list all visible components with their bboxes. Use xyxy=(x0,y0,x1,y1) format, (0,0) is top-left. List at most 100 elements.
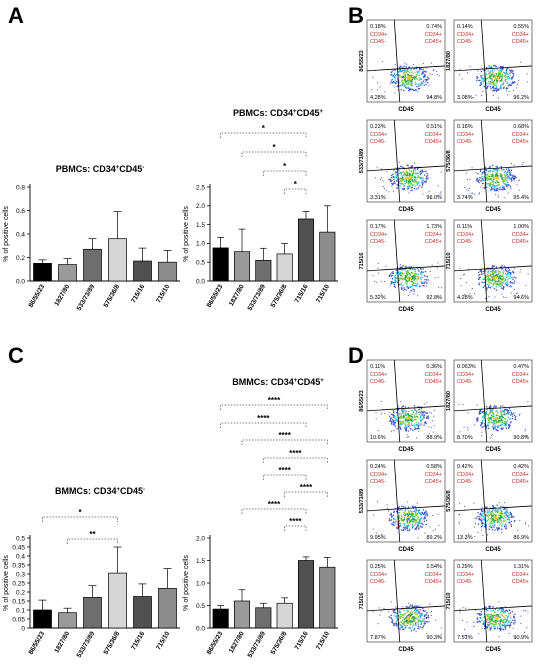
event-dot xyxy=(488,184,490,186)
event-dot xyxy=(505,68,508,70)
event-dot xyxy=(508,632,510,634)
event-dot xyxy=(497,528,499,531)
quadrant-q4-value: 96.2% xyxy=(513,95,529,101)
quadrant-q2-label: CD45+ xyxy=(512,379,529,385)
event-dot xyxy=(402,415,405,417)
significance-label: * xyxy=(262,124,266,133)
event-dot xyxy=(494,296,496,298)
event-dot xyxy=(411,524,413,526)
event-dot xyxy=(489,616,491,618)
event-dot xyxy=(390,82,392,84)
event-dot xyxy=(465,607,467,609)
event-dot xyxy=(500,513,502,515)
event-dot xyxy=(402,628,404,630)
event-dot xyxy=(476,617,479,619)
event-dot xyxy=(409,414,411,417)
event-dot xyxy=(510,273,512,275)
event-dot xyxy=(488,284,490,286)
event-dot xyxy=(502,179,505,182)
event-dot xyxy=(497,168,500,170)
event-dot xyxy=(519,271,521,273)
event-dot xyxy=(484,523,486,526)
event-dot xyxy=(508,426,510,429)
event-dot xyxy=(437,296,439,298)
event-dot xyxy=(396,276,399,279)
event-dot xyxy=(480,273,483,275)
event-dot xyxy=(485,620,487,622)
event-dot xyxy=(420,612,423,615)
event-dot xyxy=(411,81,413,83)
event-dot xyxy=(423,75,425,78)
y-tick-label: 0.25 xyxy=(12,580,25,587)
event-dot xyxy=(489,67,491,69)
event-dot xyxy=(424,512,427,514)
event-dot xyxy=(503,188,506,190)
event-dot xyxy=(402,174,404,177)
quadrant-q2-value: 0.55% xyxy=(513,24,529,30)
event-dot xyxy=(397,275,400,277)
event-dot xyxy=(425,519,428,522)
event-dot xyxy=(416,622,418,624)
event-dot xyxy=(486,289,488,291)
event-dot xyxy=(488,617,491,620)
event-dot xyxy=(408,177,410,180)
event-dot xyxy=(392,414,395,416)
event-dot xyxy=(500,618,502,621)
event-dot xyxy=(524,522,526,524)
event-dot xyxy=(400,284,402,286)
event-dot xyxy=(483,422,485,424)
event-dot xyxy=(493,89,496,92)
event-dot xyxy=(419,78,421,80)
event-dot xyxy=(506,285,508,287)
event-dot xyxy=(476,421,478,423)
event-dot xyxy=(398,520,400,523)
event-dot xyxy=(499,70,501,72)
event-dot xyxy=(475,517,478,519)
quadrant-q1-label: CD45- xyxy=(370,379,386,385)
event-dot xyxy=(485,178,488,181)
bar-533/73/89 xyxy=(255,607,272,629)
event-dot xyxy=(411,176,413,178)
event-dot xyxy=(376,281,378,283)
event-dot xyxy=(508,518,510,521)
event-dot xyxy=(395,82,398,84)
event-dot xyxy=(484,169,487,171)
event-dot xyxy=(405,417,408,419)
event-dot xyxy=(481,518,483,520)
significance-label: * xyxy=(283,162,287,171)
event-dot xyxy=(487,422,489,424)
event-dot xyxy=(402,412,405,414)
event-dot xyxy=(504,283,506,285)
event-dot xyxy=(418,605,420,607)
event-dot xyxy=(506,67,508,69)
event-dot xyxy=(421,181,423,184)
event-dot xyxy=(487,414,490,417)
event-dot xyxy=(503,177,505,179)
event-dot xyxy=(381,533,383,535)
event-dot xyxy=(494,174,497,176)
event-dot xyxy=(372,611,374,613)
event-dot xyxy=(488,175,491,178)
event-dot xyxy=(389,273,392,275)
event-dot xyxy=(492,425,494,428)
event-dot xyxy=(488,525,490,528)
event-dot xyxy=(411,513,413,515)
event-dot xyxy=(393,511,395,514)
event-dot xyxy=(437,185,439,187)
event-dot xyxy=(401,181,403,183)
event-dot xyxy=(483,80,485,82)
event-dot xyxy=(403,71,405,73)
event-dot xyxy=(496,169,498,171)
event-dot xyxy=(506,180,508,182)
event-dot xyxy=(394,81,396,84)
event-dot xyxy=(495,405,497,407)
bar-chart-1: PBMCs: CD34+CD45-0.00.20.40.60.8% of pos… xyxy=(3,164,180,312)
event-dot xyxy=(510,292,512,294)
event-dot xyxy=(499,622,501,624)
event-dot xyxy=(479,513,481,516)
quadrant-q2-label: CD45+ xyxy=(425,239,442,245)
event-dot xyxy=(399,179,402,182)
event-dot xyxy=(399,417,401,420)
event-dot xyxy=(463,274,465,276)
event-dot xyxy=(506,82,509,84)
